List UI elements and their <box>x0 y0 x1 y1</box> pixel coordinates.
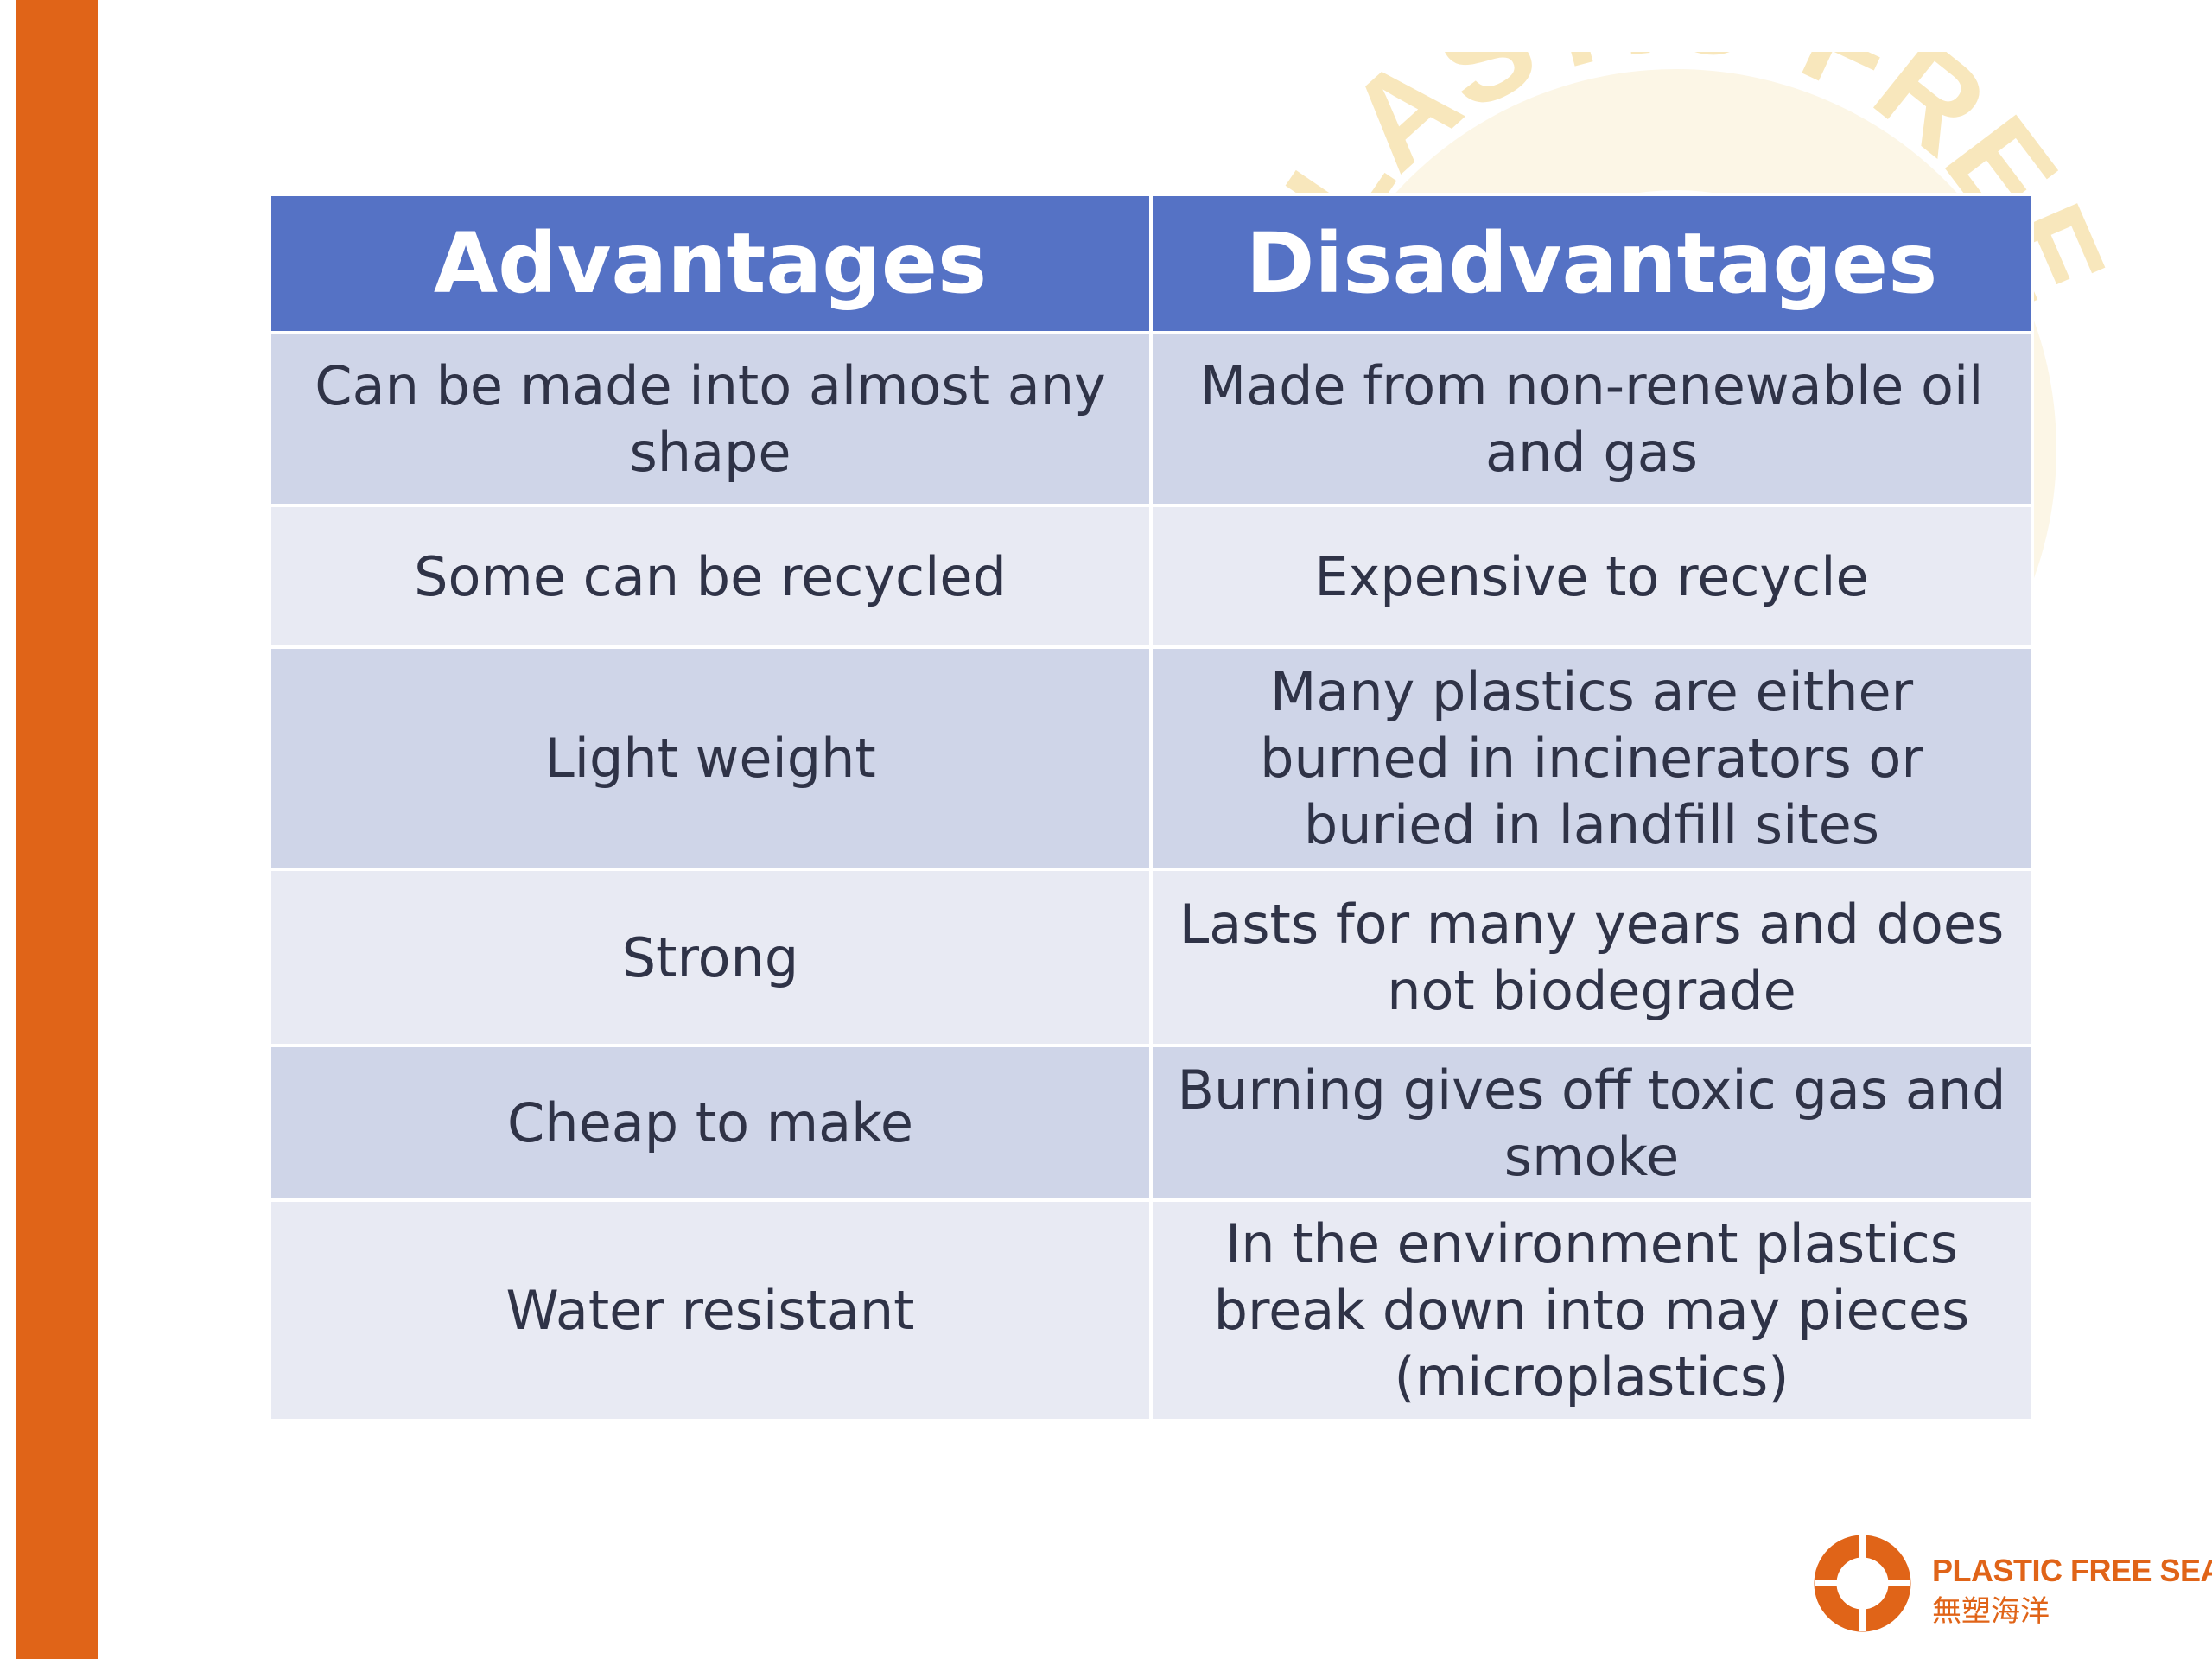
advantage-cell: Strong <box>268 868 1153 1047</box>
life-ring-icon <box>1814 1535 1911 1632</box>
logo-name-zh: 無塑海洋 <box>1932 1594 2050 1629</box>
advantages-disadvantages-table: Advantages Disadvantages Can be made int… <box>268 193 2034 1422</box>
table-row: Light weight Many plastics are either bu… <box>268 645 2034 871</box>
accent-bar <box>16 0 98 1659</box>
table-row: Strong Lasts for many years and does not… <box>268 868 2034 1047</box>
disadvantage-cell: Many plastics are either burned in incin… <box>1149 645 2034 871</box>
logo-name-en: PLASTIC FREE SEAS <box>1932 1553 2212 1588</box>
table-row: Some can be recycled Expensive to recycl… <box>268 504 2034 649</box>
comparison-table-container: Advantages Disadvantages Can be made int… <box>268 193 2034 1422</box>
advantage-cell: Can be made into almost any shape <box>268 331 1153 507</box>
table-row: Cheap to make Burning gives off toxic ga… <box>268 1044 2034 1202</box>
table-row: Water resistant In the environment plast… <box>268 1198 2034 1422</box>
header-disadvantages: Disadvantages <box>1149 193 2034 334</box>
plastic-free-seas-logo: PLASTIC FREE SEAS 無塑海洋 <box>1813 1534 2212 1633</box>
disadvantage-cell: Made from non-renewable oil and gas <box>1149 331 2034 507</box>
advantage-cell: Cheap to make <box>268 1044 1153 1202</box>
disadvantage-cell: Lasts for many years and does not biodeg… <box>1149 868 2034 1047</box>
advantage-cell: Some can be recycled <box>268 504 1153 649</box>
table-header-row: Advantages Disadvantages <box>268 193 2034 334</box>
disadvantage-cell: Expensive to recycle <box>1149 504 2034 649</box>
disadvantage-cell: Burning gives off toxic gas and smoke <box>1149 1044 2034 1202</box>
header-advantages: Advantages <box>268 193 1153 334</box>
table-row: Can be made into almost any shape Made f… <box>268 331 2034 507</box>
advantage-cell: Light weight <box>268 645 1153 871</box>
disadvantage-cell: In the environment plastics break down i… <box>1149 1198 2034 1422</box>
advantage-cell: Water resistant <box>268 1198 1153 1422</box>
